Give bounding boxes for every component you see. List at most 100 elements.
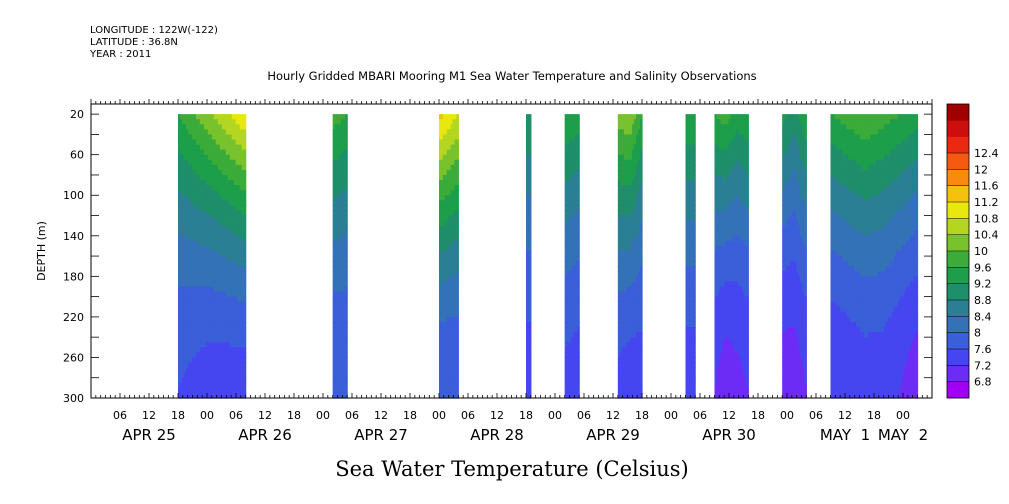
heatmap-cell [714,367,718,374]
heatmap-cell [439,306,442,313]
heatmap-cell [687,291,690,298]
heatmap-cell [225,321,229,328]
heatmap-cell [635,377,639,384]
heatmap-cell [577,119,580,125]
heatmap-cell [213,200,217,206]
heatmap-cell [627,311,631,318]
heatmap-cell [728,291,732,298]
heatmap-cell [450,180,454,186]
heatmap-cell [221,301,225,308]
heatmap-cell [223,387,227,394]
heatmap-cell [637,251,641,257]
heatmap-cell [225,245,229,252]
heatmap-cell [340,286,344,293]
heatmap-cell [446,256,450,262]
heatmap-cell [209,316,213,323]
heatmap-cell [215,347,219,353]
heatmap-cell [570,261,574,267]
heatmap-cell [241,387,245,394]
heatmap-cell [197,266,201,272]
heatmap-cell [231,164,235,171]
heatmap-cell [718,327,722,333]
heatmap-cell [221,185,225,191]
heatmap-cell [631,377,635,384]
heatmap-cell [627,306,631,313]
heatmap-cell [338,205,342,212]
heatmap-cell [456,114,459,120]
heatmap-cell [572,382,576,389]
heatmap-cell [207,245,211,252]
heatmap-cell [178,327,181,333]
heatmap-cell [221,306,225,313]
heatmap-cell [179,154,183,161]
heatmap-cell [211,337,215,343]
heatmap-cell [442,342,446,348]
heatmap-cell [213,327,217,333]
heatmap-cell [440,220,444,227]
heatmap-cell [223,225,227,232]
heatmap-cell [181,332,185,338]
heatmap-cell [564,215,568,222]
heatmap-cell [442,276,446,283]
heatmap-cell [732,256,735,262]
heatmap-cell [235,321,239,328]
heatmap-cell [227,235,231,242]
heatmap-cell [440,271,444,277]
heatmap-cell [639,180,643,186]
heatmap-cell [183,276,187,283]
heatmap-cell [570,281,574,288]
heatmap-cell [178,205,181,212]
heatmap-cell [187,215,191,222]
heatmap-cell [211,149,215,156]
heatmap-cell [621,235,625,242]
heatmap-cell [691,327,694,333]
heatmap-cell [627,230,631,237]
heatmap-cell [193,352,197,359]
heatmap-cell [689,124,692,130]
heatmap-cell [685,180,689,186]
heatmap-cell [452,367,456,374]
heatmap-cell [637,256,641,262]
heatmap-cell [205,261,209,267]
heatmap-cell [197,149,201,156]
heatmap-cell [689,327,692,333]
heatmap-cell [564,174,568,181]
heatmap-cell [689,225,692,232]
heatmap-cell [439,235,442,242]
heatmap-cell [617,352,621,359]
heatmap-cell [233,144,237,151]
heatmap-cell [241,240,245,247]
heatmap-cell [205,180,209,186]
heatmap-cell [243,321,247,328]
heatmap-cell [199,327,203,333]
heatmap-cell [213,271,217,277]
heatmap-cell [179,301,183,308]
heatmap-cell [570,342,574,348]
heatmap-cell [225,180,229,186]
heatmap-cell [693,169,696,176]
heatmap-cell [440,200,444,206]
heatmap-cell [213,195,217,201]
heatmap-cell [237,235,241,242]
heatmap-cell [231,119,235,125]
heatmap-cell [728,332,732,338]
heatmap-cell [448,337,452,343]
heatmap-cell [633,321,637,328]
heatmap-cell [440,190,444,196]
heatmap-cell [199,357,203,364]
heatmap-cell [229,372,233,379]
heatmap-cell [456,185,459,191]
heatmap-cell [619,149,623,156]
heatmap-cell [233,154,237,161]
heatmap-cell [178,296,181,303]
heatmap-cell [178,245,181,252]
heatmap-cell [732,316,735,323]
heatmap-cell [625,372,629,379]
heatmap-cell [724,261,728,267]
heatmap-cell [345,180,348,186]
heatmap-cell [231,225,235,232]
heatmap-cell [178,266,181,272]
heatmap-cell [631,286,635,293]
heatmap-cell [726,215,730,222]
heatmap-cell [568,225,572,232]
